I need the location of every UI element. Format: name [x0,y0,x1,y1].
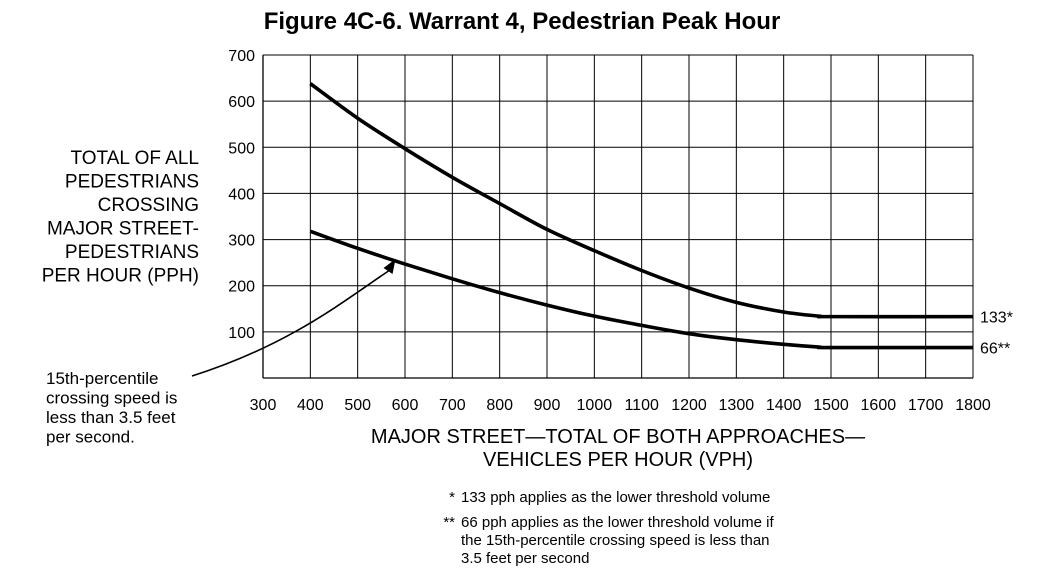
annotation-arrow-line [191,270,389,377]
footnotes: * 133 pph applies as the lower threshold … [443,489,774,567]
footnote-line: 66 pph applies as the lower threshold vo… [461,514,775,531]
chart-title: Figure 4C-6. Warrant 4, Pedestrian Peak … [264,8,781,35]
y-axis-label-line: PER HOUR (PPH) [42,266,199,287]
x-tick-label: 500 [344,397,371,414]
curve-end-labels: 133* 66** [980,310,1013,358]
x-tick-label: 800 [486,397,513,414]
annotation-arrowhead [383,258,396,274]
y-tick-label: 600 [228,94,255,111]
x-tick-label: 400 [297,397,324,414]
y-tick-label: 300 [228,233,255,250]
y-axis-label-line: CROSSING [98,195,199,216]
x-tick-label: 1100 [624,397,659,414]
x-tick-label: 1700 [908,397,944,414]
x-tick-label: 1200 [671,397,707,414]
series-line-0 [309,82,974,319]
x-axis-label: MAJOR STREET—TOTAL OF BOTH APPROACHES—VE… [371,426,865,471]
footnote-line: 133 pph applies as the lower threshold v… [461,489,770,506]
x-axis-label-line: MAJOR STREET—TOTAL OF BOTH APPROACHES— [371,426,865,448]
series-line-1 [309,229,974,350]
y-tick-label: 200 [228,279,255,296]
y-tick-label: 700 [228,48,255,65]
x-tick-label: 700 [439,397,466,414]
x-tick-label: 900 [534,397,561,414]
x-tick-labels: 300 400 500 600 700 800 900 1000 1100 1200 1300 140… [250,397,991,414]
footnote-mark: ** [443,514,455,531]
x-tick-label: 1600 [861,397,897,414]
footnote-line: the 15th-percentile crossing speed is le… [461,532,770,549]
footnote-mark: * [449,489,455,506]
annotation-line: crossing speed is [46,389,177,408]
x-tick-label: 1800 [955,397,991,414]
y-tick-label: 400 [228,186,255,203]
y-tick-label: 500 [228,140,255,157]
annotation-line: less than 3.5 feet [46,408,176,427]
x-tick-label: 1400 [766,397,802,414]
x-tick-label: 300 [250,397,277,414]
grid [262,54,974,379]
x-axis-label-line: VEHICLES PER HOUR (VPH) [483,449,753,471]
series-end-label-0: 133* [980,310,1013,327]
x-tick-label: 1500 [813,397,849,414]
annotation-line: per second. [46,428,135,447]
x-tick-label: 600 [392,397,419,414]
y-tick-label: 100 [228,325,255,342]
x-tick-label: 1300 [719,397,755,414]
series-end-label-1: 66** [980,341,1010,358]
curves [309,82,974,350]
y-axis-label-line: TOTAL OF ALL [71,148,199,169]
y-tick-labels: 100 200 300 400 500 600 700 [228,48,255,342]
y-axis-label-line: PEDESTRIANS [65,242,199,263]
annotation-line: 15th-percentile [46,369,158,388]
footnote-line: 3.5 feet per second [461,550,589,567]
x-tick-label: 1000 [577,397,613,414]
y-axis-label-line: PEDESTRIANS [65,172,199,193]
y-axis-label-line: MAJOR STREET- [47,219,199,240]
